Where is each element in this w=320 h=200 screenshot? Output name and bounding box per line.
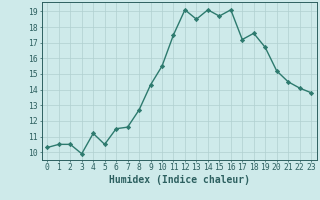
X-axis label: Humidex (Indice chaleur): Humidex (Indice chaleur) (109, 175, 250, 185)
